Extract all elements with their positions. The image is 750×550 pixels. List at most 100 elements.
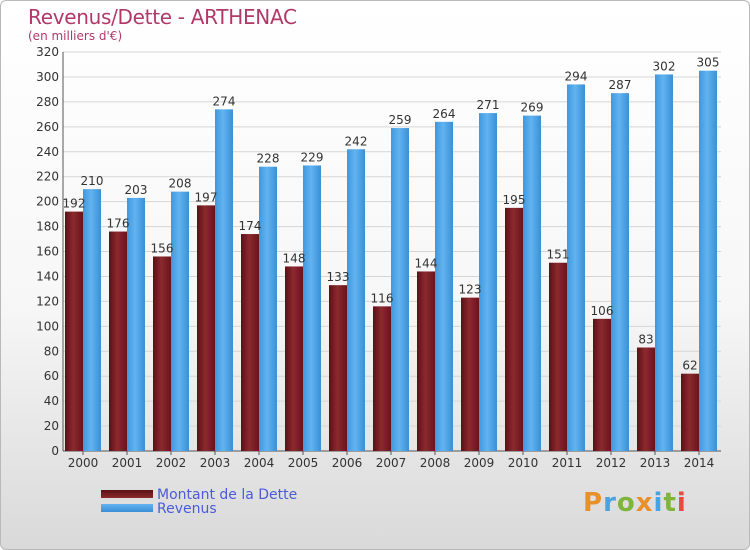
revenus-bar bbox=[171, 191, 189, 451]
dette-bar bbox=[153, 256, 171, 451]
x-tick-label: 2009 bbox=[464, 456, 495, 470]
legend-label-revenus: Revenus bbox=[157, 501, 217, 517]
revenus-value-label: 259 bbox=[389, 113, 412, 127]
revenus-bar bbox=[215, 109, 233, 451]
revenus-bar bbox=[567, 84, 585, 451]
dette-value-label: 197 bbox=[195, 190, 218, 204]
dette-bar bbox=[241, 234, 259, 451]
dette-value-label: 116 bbox=[371, 291, 394, 305]
logo-letter: i bbox=[653, 488, 664, 518]
y-tick-label: 20 bbox=[44, 419, 59, 433]
revenus-value-label: 264 bbox=[433, 107, 456, 121]
chart-subtitle: (en milliers d'€) bbox=[28, 29, 123, 43]
x-tick-label: 2000 bbox=[68, 456, 99, 470]
logo-letter: P bbox=[583, 488, 604, 518]
revenus-bar bbox=[655, 74, 673, 451]
y-tick-label: 160 bbox=[36, 245, 59, 259]
dette-bar bbox=[461, 297, 479, 451]
revenus-value-label: 274 bbox=[213, 94, 236, 108]
x-tick-label: 2003 bbox=[200, 456, 231, 470]
dette-value-label: 144 bbox=[415, 256, 438, 270]
legend-swatch-dette bbox=[101, 490, 153, 498]
x-tick-label: 2004 bbox=[244, 456, 275, 470]
y-tick-label: 120 bbox=[36, 294, 59, 308]
revenus-bar bbox=[611, 93, 629, 451]
dette-value-label: 192 bbox=[63, 197, 86, 211]
y-tick-label: 140 bbox=[36, 269, 59, 283]
x-tick-label: 2013 bbox=[640, 456, 671, 470]
dette-bar bbox=[285, 266, 303, 451]
y-tick-label: 220 bbox=[36, 170, 59, 184]
revenus-value-label: 302 bbox=[653, 59, 676, 73]
dette-bar bbox=[329, 285, 347, 451]
dette-value-label: 148 bbox=[283, 251, 306, 265]
dette-bar bbox=[681, 373, 699, 451]
revenus-value-label: 203 bbox=[125, 183, 148, 197]
revenus-value-label: 269 bbox=[521, 101, 544, 115]
dette-value-label: 156 bbox=[151, 241, 174, 255]
revenus-bar bbox=[699, 70, 717, 451]
logo-letter: t bbox=[663, 488, 677, 518]
dette-bar bbox=[549, 262, 567, 451]
revenus-bar bbox=[479, 113, 497, 452]
revenus-bar bbox=[435, 121, 453, 451]
logo-letter: r bbox=[603, 488, 617, 518]
x-tick-label: 2014 bbox=[684, 456, 715, 470]
dette-bar bbox=[65, 211, 83, 451]
dette-value-label: 151 bbox=[547, 248, 570, 262]
logo-letter: o bbox=[616, 488, 636, 518]
logo-letter: i bbox=[676, 488, 687, 518]
y-tick-label: 260 bbox=[36, 120, 59, 134]
revenus-value-label: 271 bbox=[477, 98, 500, 112]
y-tick-label: 280 bbox=[36, 95, 59, 109]
x-tick-label: 2008 bbox=[420, 456, 451, 470]
revenus-value-label: 228 bbox=[257, 152, 280, 166]
x-tick-label: 2010 bbox=[508, 456, 539, 470]
revenus-bar bbox=[259, 166, 277, 451]
legend-label-dette: Montant de la Dette bbox=[157, 487, 298, 503]
dette-bar bbox=[505, 207, 523, 451]
y-tick-label: 200 bbox=[36, 195, 59, 209]
dette-bar bbox=[373, 306, 391, 451]
y-tick-label: 100 bbox=[36, 319, 59, 333]
y-tick-label: 320 bbox=[36, 45, 59, 59]
revenus-value-label: 287 bbox=[609, 78, 632, 92]
x-tick-label: 2001 bbox=[112, 456, 143, 470]
y-tick-label: 40 bbox=[44, 394, 59, 408]
dette-value-label: 133 bbox=[327, 270, 350, 284]
revenus-bar bbox=[347, 149, 365, 451]
dette-bar bbox=[197, 205, 215, 451]
legend-swatch-revenus bbox=[101, 504, 153, 512]
revenus-value-label: 229 bbox=[301, 150, 324, 164]
dette-value-label: 106 bbox=[591, 304, 614, 318]
revenus-bar bbox=[523, 115, 541, 451]
revenus-bar bbox=[303, 165, 321, 451]
dette-bar bbox=[109, 231, 127, 451]
y-tick-label: 300 bbox=[36, 70, 59, 84]
revenus-value-label: 210 bbox=[81, 174, 104, 188]
revenus-value-label: 242 bbox=[345, 134, 368, 148]
dette-value-label: 83 bbox=[638, 333, 653, 347]
x-tick-label: 2002 bbox=[156, 456, 187, 470]
revenus-value-label: 305 bbox=[697, 56, 720, 70]
chart-title: Revenus/Dette - ARTHENAC bbox=[28, 5, 297, 29]
proxiti-logo: Proxiti bbox=[583, 488, 687, 518]
x-tick-label: 2011 bbox=[552, 456, 583, 470]
revenus-bar bbox=[83, 189, 101, 451]
x-tick-label: 2005 bbox=[288, 456, 319, 470]
dette-value-label: 174 bbox=[239, 219, 262, 233]
dette-value-label: 62 bbox=[682, 359, 697, 373]
revenus-bar bbox=[391, 128, 409, 451]
x-tick-label: 2012 bbox=[596, 456, 627, 470]
x-tick-label: 2007 bbox=[376, 456, 407, 470]
logo-letter: x bbox=[635, 488, 654, 518]
dette-value-label: 195 bbox=[503, 193, 526, 207]
y-tick-label: 180 bbox=[36, 220, 59, 234]
revenus-value-label: 208 bbox=[169, 177, 192, 191]
dette-value-label: 123 bbox=[459, 283, 482, 297]
y-tick-label: 0 bbox=[51, 444, 59, 458]
y-tick-label: 240 bbox=[36, 145, 59, 159]
dette-bar bbox=[593, 318, 611, 451]
